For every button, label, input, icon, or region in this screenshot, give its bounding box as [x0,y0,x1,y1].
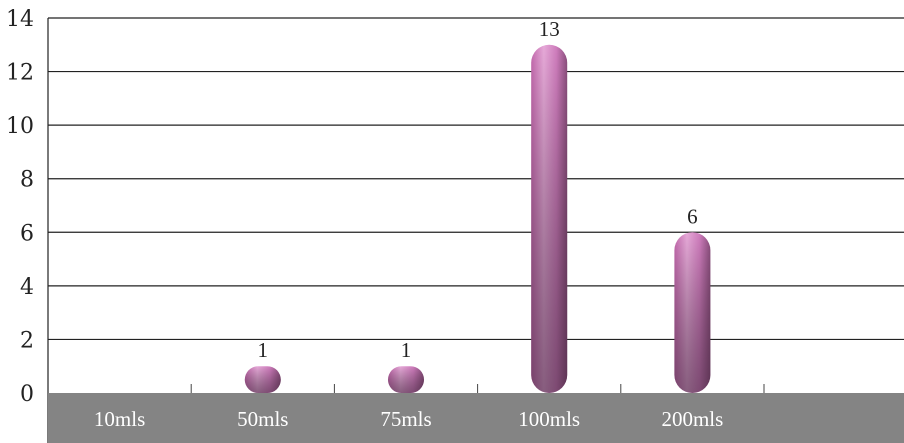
y-tick-label: 2 [20,328,34,353]
y-tick-label: 12 [6,61,34,86]
category-axis-band [48,393,904,443]
bar-shading [244,366,281,393]
category-band [48,393,904,443]
bar-shading [388,366,424,393]
gridlines [47,17,904,443]
y-tick-label: 10 [6,114,34,139]
labels: 0 2 4 6 8 10 12 14 10mls 50mls 1 75mls 1 100mls 13 200m… [6,7,723,431]
category-label: 200mls [661,407,723,431]
category-label: 10mls [94,407,145,431]
y-tick-label: 0 [20,382,34,407]
bar-shading [674,232,711,393]
bar-shading [531,44,568,394]
y-tick-label: 6 [20,221,34,246]
y-tick-label: 8 [20,168,34,193]
y-tick-label: 14 [6,7,34,32]
data-label: 13 [539,17,560,41]
data-label: 1 [258,338,269,362]
category-label: 100mls [518,407,580,431]
y-tick-label: 4 [20,275,34,300]
data-label: 6 [687,204,698,228]
category-label: 75mls [380,407,431,431]
data-label: 1 [401,338,412,362]
category-label: 50mls [237,407,288,431]
bars [244,44,711,394]
